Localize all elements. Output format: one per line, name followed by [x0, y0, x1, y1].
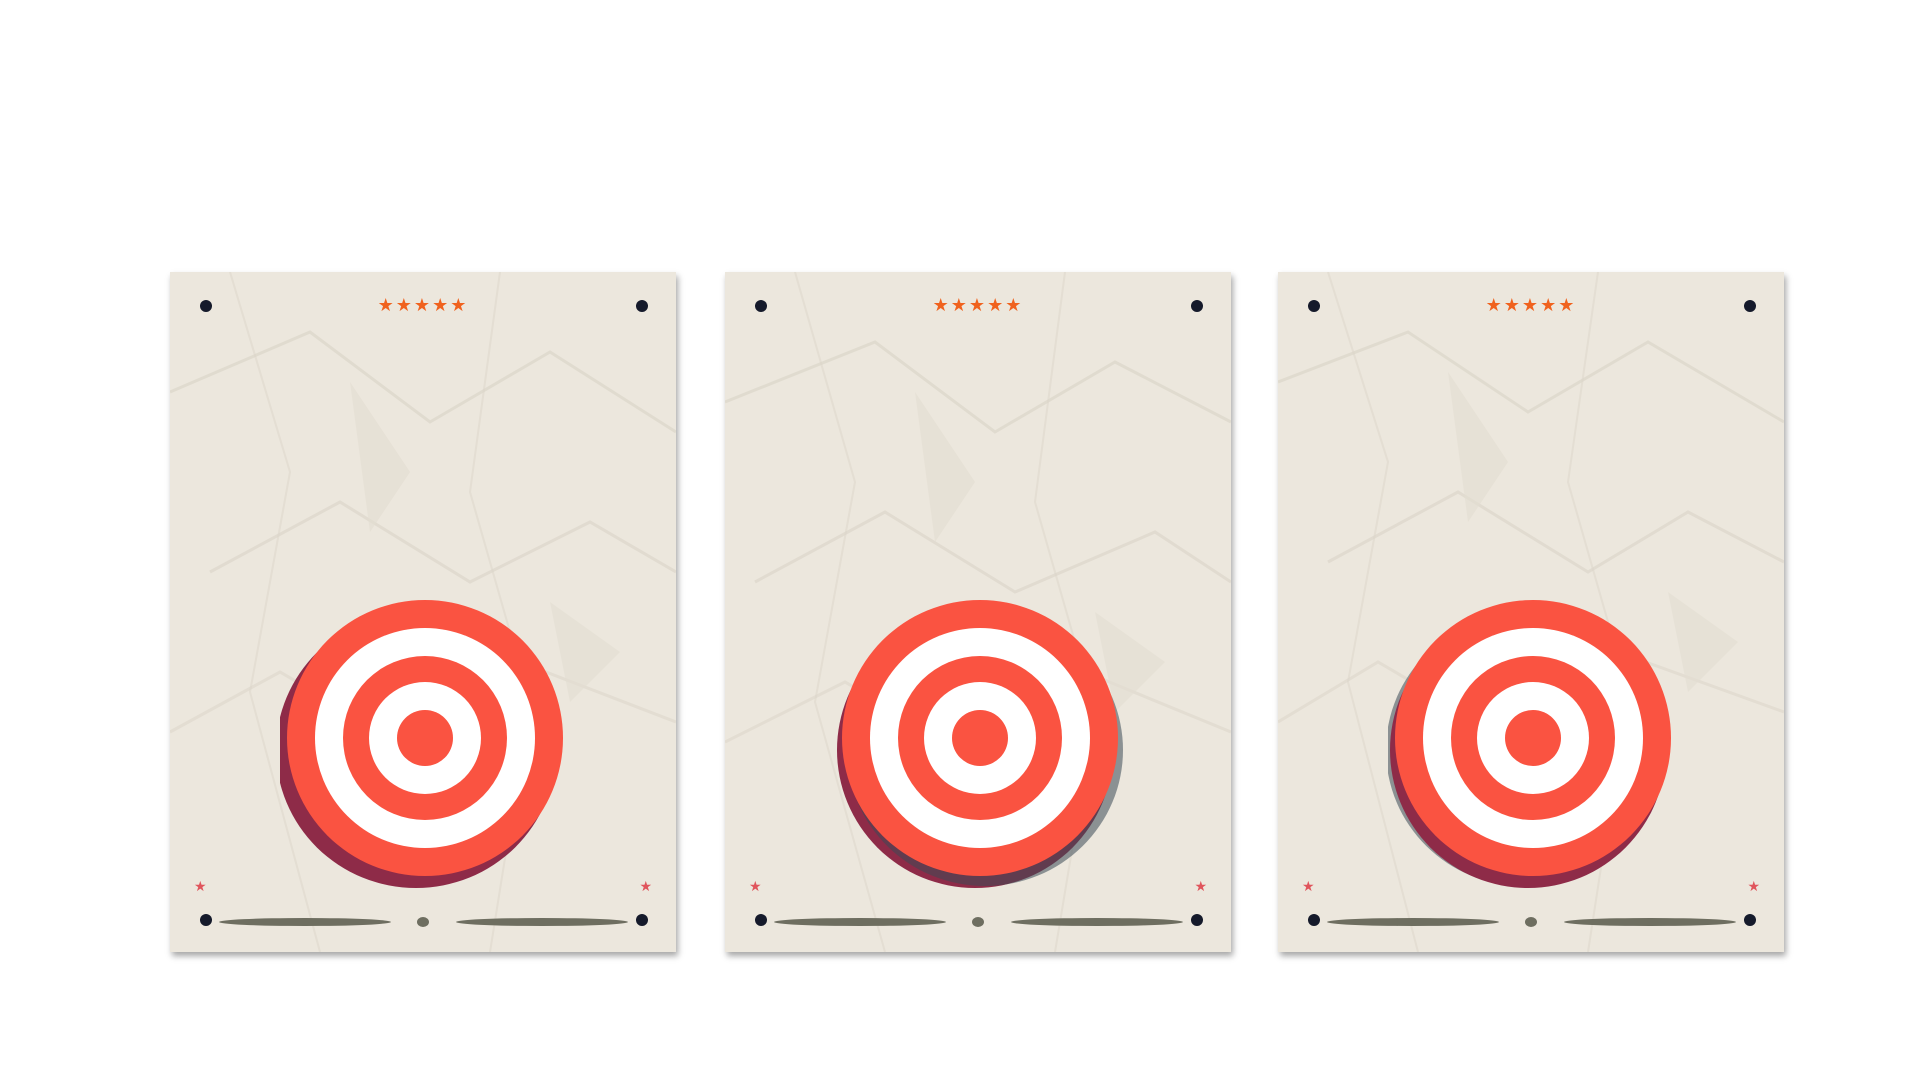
pin-bottom-left	[1308, 914, 1320, 926]
crumpled-paper-texture	[1278, 272, 1784, 952]
floor-shadow	[1327, 917, 1736, 927]
corner-star-icon: ★	[194, 879, 207, 895]
crumpled-paper-texture	[170, 272, 676, 952]
pin-top-left	[200, 300, 212, 312]
crumpled-paper-texture	[725, 272, 1231, 952]
pin-bottom-right	[1191, 914, 1203, 926]
corner-star-icon: ★	[749, 879, 762, 895]
bullseye-target-icon[interactable]	[1388, 600, 1678, 890]
pin-bottom-right	[636, 914, 648, 926]
bullseye-target-icon[interactable]	[280, 600, 570, 890]
corner-star-icon: ★	[1747, 879, 1760, 895]
corner-star-icon: ★	[1194, 879, 1207, 895]
pin-top-right	[636, 300, 648, 312]
floor-shadow	[219, 917, 628, 927]
pin-top-right	[1191, 300, 1203, 312]
pin-top-left	[1308, 300, 1320, 312]
pin-top-right	[1744, 300, 1756, 312]
pin-bottom-left	[755, 914, 767, 926]
corner-star-icon: ★	[1302, 879, 1315, 895]
pin-bottom-right	[1744, 914, 1756, 926]
pin-bottom-left	[200, 914, 212, 926]
target-card-1[interactable]: ★★★★★ ★ ★	[170, 272, 676, 952]
star-rating: ★★★★★	[932, 295, 1024, 316]
target-card-2[interactable]: ★★★★★ ★ ★	[725, 272, 1231, 952]
pin-top-left	[755, 300, 767, 312]
corner-star-icon: ★	[639, 879, 652, 895]
star-rating: ★★★★★	[377, 295, 469, 316]
floor-shadow	[774, 917, 1183, 927]
bullseye-target-icon[interactable]	[835, 600, 1125, 890]
star-rating: ★★★★★	[1485, 295, 1577, 316]
target-card-3[interactable]: ★★★★★ ★ ★	[1278, 272, 1784, 952]
